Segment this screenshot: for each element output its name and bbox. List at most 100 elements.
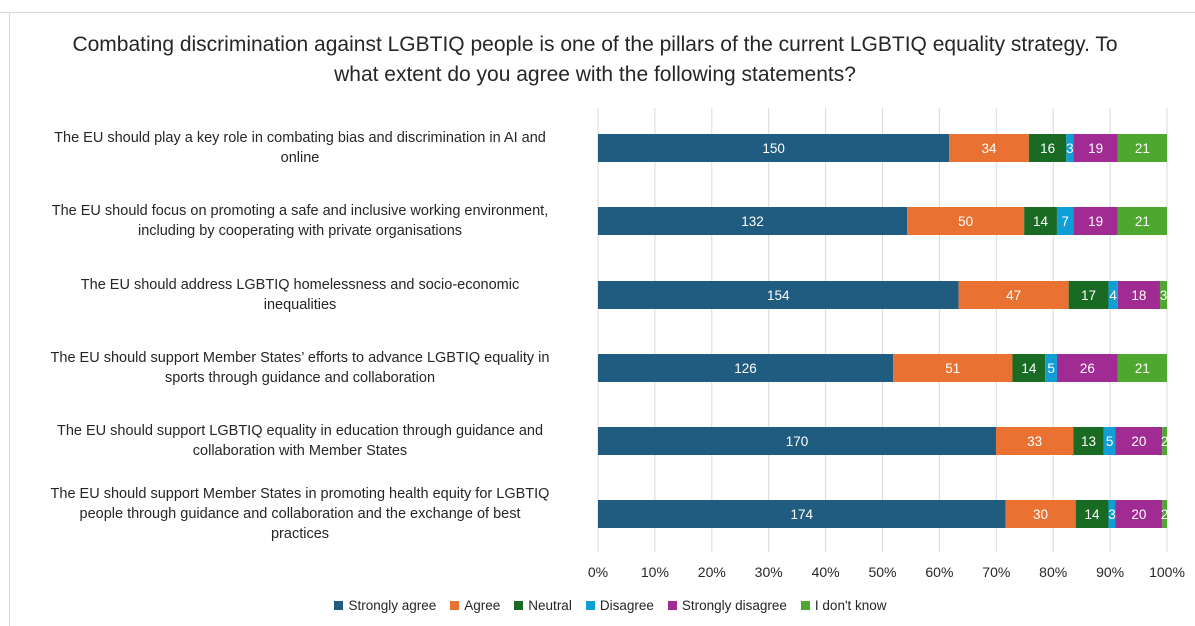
bar-segment bbox=[1068, 281, 1109, 309]
legend-swatch bbox=[514, 601, 524, 610]
legend-item: I don't know bbox=[800, 598, 887, 613]
legend-label: Strongly disagree bbox=[681, 598, 787, 613]
frame-border-left bbox=[9, 12, 10, 626]
bar-segment bbox=[1045, 354, 1057, 382]
category-label-line: online bbox=[280, 150, 320, 166]
data-label: 132 bbox=[741, 214, 764, 229]
data-label: 154 bbox=[767, 288, 790, 303]
bar-segment bbox=[598, 207, 908, 235]
category-label: The EU should support Member States’ eff… bbox=[20, 348, 580, 388]
legend-swatch bbox=[334, 601, 344, 610]
data-label: 50 bbox=[958, 214, 973, 229]
bar-segment bbox=[1073, 427, 1104, 455]
bar-segment bbox=[1005, 500, 1076, 528]
bar-segment bbox=[1028, 134, 1067, 162]
legend-label: Disagree bbox=[599, 598, 654, 613]
category-label-line: collaboration with Member States bbox=[192, 443, 408, 459]
x-tick-label: 70% bbox=[982, 564, 1010, 580]
bar-segment bbox=[598, 500, 1006, 528]
bar-segment bbox=[893, 354, 1013, 382]
bar-segment bbox=[949, 134, 1029, 162]
bar-segment bbox=[1115, 500, 1163, 528]
bar-segment bbox=[1162, 500, 1167, 528]
frame-border-top bbox=[0, 12, 1195, 13]
category-label-line: The EU should support Member States in p… bbox=[50, 486, 550, 502]
data-label: 20 bbox=[1131, 434, 1146, 449]
category-label-line: including by cooperating with private or… bbox=[137, 223, 463, 239]
category-label: The EU should focus on promoting a safe … bbox=[20, 201, 580, 241]
category-label-line: The EU should address LGBTIQ homelessnes… bbox=[80, 277, 520, 293]
data-label: 30 bbox=[1033, 507, 1048, 522]
legend-item: Strongly disagree bbox=[667, 598, 787, 613]
bar-segment bbox=[598, 281, 959, 309]
bar-segment bbox=[1117, 281, 1160, 309]
legend-label: Strongly agree bbox=[348, 598, 437, 613]
data-label: 21 bbox=[1135, 361, 1150, 376]
data-label: 34 bbox=[982, 141, 998, 156]
x-tick-label: 60% bbox=[925, 564, 953, 580]
legend-item: Agree bbox=[450, 598, 500, 613]
data-label: 21 bbox=[1135, 214, 1150, 229]
data-label: 174 bbox=[790, 507, 813, 522]
data-label: 19 bbox=[1088, 214, 1103, 229]
bar-segment bbox=[1056, 207, 1074, 235]
data-label: 21 bbox=[1135, 141, 1150, 156]
data-label: 2 bbox=[1161, 434, 1169, 449]
data-label: 126 bbox=[734, 361, 757, 376]
category-label-line: The EU should play a key role in combati… bbox=[54, 130, 546, 146]
x-tick-label: 90% bbox=[1096, 564, 1124, 580]
category-label: The EU should play a key role in combati… bbox=[20, 128, 580, 168]
bar-segment bbox=[1117, 207, 1167, 235]
legend-label: I don't know bbox=[814, 598, 887, 613]
data-label: 16 bbox=[1040, 141, 1055, 156]
data-label: 51 bbox=[945, 361, 960, 376]
data-label: 3 bbox=[1108, 507, 1116, 522]
data-label: 4 bbox=[1109, 288, 1117, 303]
bar-segment bbox=[1073, 207, 1118, 235]
category-label: The EU should address LGBTIQ homelessnes… bbox=[20, 275, 580, 315]
bar-segment bbox=[907, 207, 1025, 235]
bar-segment bbox=[598, 134, 950, 162]
chart-legend: Strongly agree Agree Neutral Disagree Strong… bbox=[0, 598, 1195, 613]
category-label-line: inequalities bbox=[263, 297, 337, 313]
data-label: 19 bbox=[1088, 141, 1103, 156]
x-tick-label: 30% bbox=[755, 564, 783, 580]
x-tick-label: 0% bbox=[588, 564, 608, 580]
data-label: 14 bbox=[1021, 361, 1037, 376]
category-label-line: sports through guidance and collaboratio… bbox=[164, 370, 436, 386]
legend-swatch bbox=[585, 601, 595, 610]
data-label: 20 bbox=[1131, 507, 1146, 522]
bar-segment bbox=[1073, 134, 1118, 162]
chart-title: Combating discrimination against LGBTIQ … bbox=[72, 33, 1118, 86]
category-label-line: The EU should support LGBTIQ equality in… bbox=[56, 423, 544, 439]
x-tick-label: 10% bbox=[641, 564, 669, 580]
category-label-line: people through guidance and collaboratio… bbox=[79, 506, 521, 522]
legend-swatch bbox=[450, 601, 460, 610]
category-label: The EU should support LGBTIQ equality in… bbox=[20, 421, 580, 461]
bar-segment bbox=[1117, 354, 1167, 382]
bar-segment bbox=[1108, 500, 1116, 528]
data-label: 3 bbox=[1066, 141, 1074, 156]
data-label: 14 bbox=[1033, 214, 1049, 229]
data-label: 2 bbox=[1161, 507, 1169, 522]
legend-label: Agree bbox=[464, 598, 501, 613]
bar-segment bbox=[1066, 134, 1074, 162]
category-label-line: practices bbox=[270, 526, 330, 542]
legend-swatch bbox=[667, 601, 677, 610]
data-label: 170 bbox=[786, 434, 809, 449]
bar-segment bbox=[1108, 281, 1118, 309]
bar-segment bbox=[1012, 354, 1046, 382]
legend-item: Strongly agree bbox=[334, 598, 436, 613]
data-label: 18 bbox=[1131, 288, 1146, 303]
category-label: The EU should support Member States in p… bbox=[20, 484, 580, 544]
bar-segment bbox=[1056, 354, 1118, 382]
data-label: 33 bbox=[1027, 434, 1042, 449]
data-label: 47 bbox=[1006, 288, 1021, 303]
bar-segment bbox=[1117, 134, 1167, 162]
bar-segment bbox=[1162, 427, 1167, 455]
bar-segment bbox=[958, 281, 1069, 309]
legend-label: Neutral bbox=[528, 598, 572, 613]
legend-swatch bbox=[800, 601, 810, 610]
